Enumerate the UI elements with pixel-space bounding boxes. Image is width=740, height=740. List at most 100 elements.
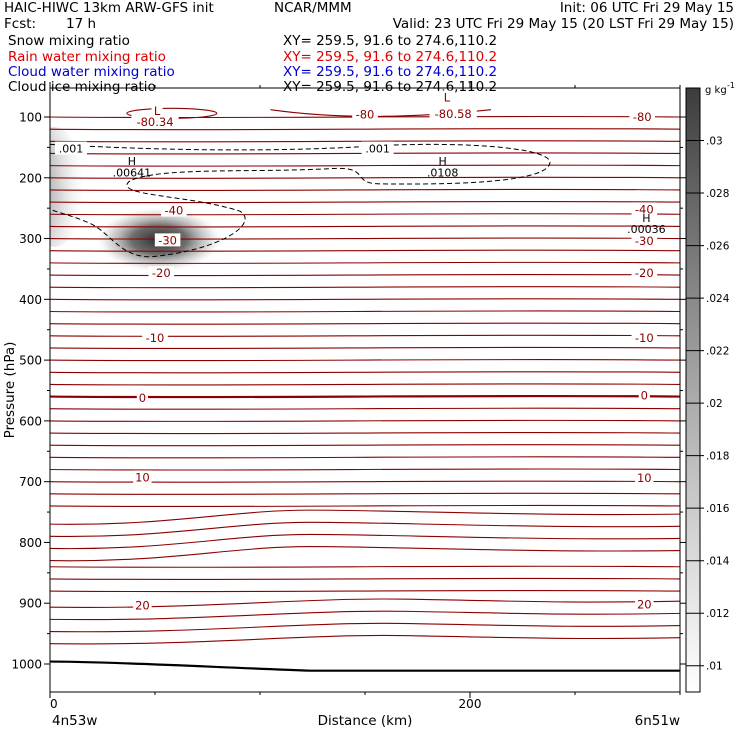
temperature-contour [50,431,680,435]
colorbar-tick-label: .012 [706,608,729,620]
ice-label-bg [55,141,87,155]
temperature-label: -10 [635,331,654,345]
field-cloud-ice-name: Cloud ice mixing ratio [8,79,156,95]
colorbar-tick-label: .03 [706,136,723,148]
temperature-contour [50,371,680,374]
temperature-label: 20 [135,599,150,613]
temperature-contour [50,456,680,459]
field-rain-name: Rain water mixing ratio [8,49,166,65]
temperature-contour [50,533,680,550]
temperature-label-bg [441,90,453,104]
temperature-label: -80.58 [435,107,472,121]
field-cloud-ice-xy: XY= 259.5, 91.6 to 274.6,110.2 [283,79,498,95]
temperature-contour [50,419,680,423]
temperature-contour [50,128,680,131]
model-title: HAIC-HIWC 13km ARW-GFS init [4,0,214,16]
y-tick-label: 100 [19,111,42,125]
colorbar-tick-label: .026 [706,241,730,253]
temperature-label-bg [631,331,658,345]
temperature-label-bg [352,107,378,121]
colorbar-tick-label: .02 [706,398,723,410]
cloud-ice-label: H [642,212,650,225]
temperature-contour [50,188,680,192]
y-tick-label: 800 [19,536,42,550]
temperature-label: 0 [139,391,146,405]
temperature-label-bg [635,597,654,611]
temperature-label-bg [635,471,654,485]
temperature-label: -80.34 [136,115,173,129]
temperature-label: -20 [152,266,171,280]
temperature-label-bg [151,103,163,117]
temperature-label: -30 [635,234,654,248]
temperature-contour [50,261,680,264]
temperature-label: -80 [633,110,652,124]
temperature-label: -10 [146,331,165,345]
y-tick-label: 200 [19,171,42,185]
colorbar-tick-label: .022 [706,346,729,358]
temperature-contour [50,546,680,562]
temperature-contour [50,504,680,508]
temperature-contour [50,444,680,447]
temperature-label: -40 [635,202,654,216]
temperature-label-bg [629,110,655,123]
temperature-contour [50,589,680,593]
temperature-label-bg [429,106,477,120]
temperature-label-bg [133,598,152,612]
temperature-contour [50,140,680,143]
temperature-label-bg [161,203,187,217]
temperature-contour [50,598,680,608]
terrain-line [50,660,680,672]
temperature-contour [50,565,680,568]
colorbar-tick-label: .024 [706,293,730,305]
colorbar-tick-label: .01 [706,661,723,673]
y-axis-title: Pressure (hPa) [2,342,18,439]
colorbar-unit: g kg -1 [705,81,735,96]
valid-time: Valid: 23 UTC Fri 29 May 15 (20 LST Fri … [392,16,734,32]
temperature-contour [50,213,680,216]
y-tick-label: 500 [19,354,42,368]
temperature-contour [50,237,680,240]
temperature-label-bg [136,390,148,404]
temperature-contour [50,286,680,289]
temperature-label-bg [631,202,658,216]
temperature-contour [50,322,680,325]
org-label: NCAR/MMM [274,0,352,16]
colorbar-tick-label: .018 [706,451,729,463]
temperature-label: 10 [135,470,150,484]
temperature-label: -40 [165,204,184,218]
colorbar-scale [685,87,701,693]
temperature-label-bg [142,331,168,345]
x-right-endpoint: 6n51w [635,713,680,729]
temperature-contour [50,383,680,386]
temperature-contour [50,176,680,179]
cloud-ice-label: .00641 [113,166,152,179]
temperature-contour [50,310,680,313]
temperature-contour [50,492,680,495]
ice-label-bg [361,141,394,155]
init-time: Init: 06 UTC Fri 29 May 15 [559,0,734,16]
temperature-label-bg [133,470,152,484]
temperature-contour [50,622,680,633]
colorbar-unit-exponent: -1 [727,81,735,90]
temperature-contour [50,521,680,538]
forecast-hour: 17 h [66,16,97,32]
y-tick-label: 700 [19,475,42,489]
cloud-ice-label: .001 [59,143,84,156]
temperature-label-bg [131,114,179,128]
temperature-contour [50,249,680,252]
cloud-ice-label: .0108 [427,166,459,179]
temperature-label-bg [638,388,650,402]
y-tick-label: 400 [19,293,42,307]
temperature-contour [50,577,680,581]
cloud-ice-label: .001 [365,143,390,156]
x-tick-label: 0 [50,697,58,711]
temperature-label: -30 [158,233,177,247]
temperature-contour [50,152,680,155]
temperature-label-bg [148,266,175,280]
colorbar-tick-label: .014 [706,556,730,568]
field-cloud-water-name: Cloud water mixing ratio [8,64,175,80]
temperature-contour [50,610,680,621]
temperature-contour [50,225,680,228]
colorbar-tick-label: .016 [706,503,730,515]
